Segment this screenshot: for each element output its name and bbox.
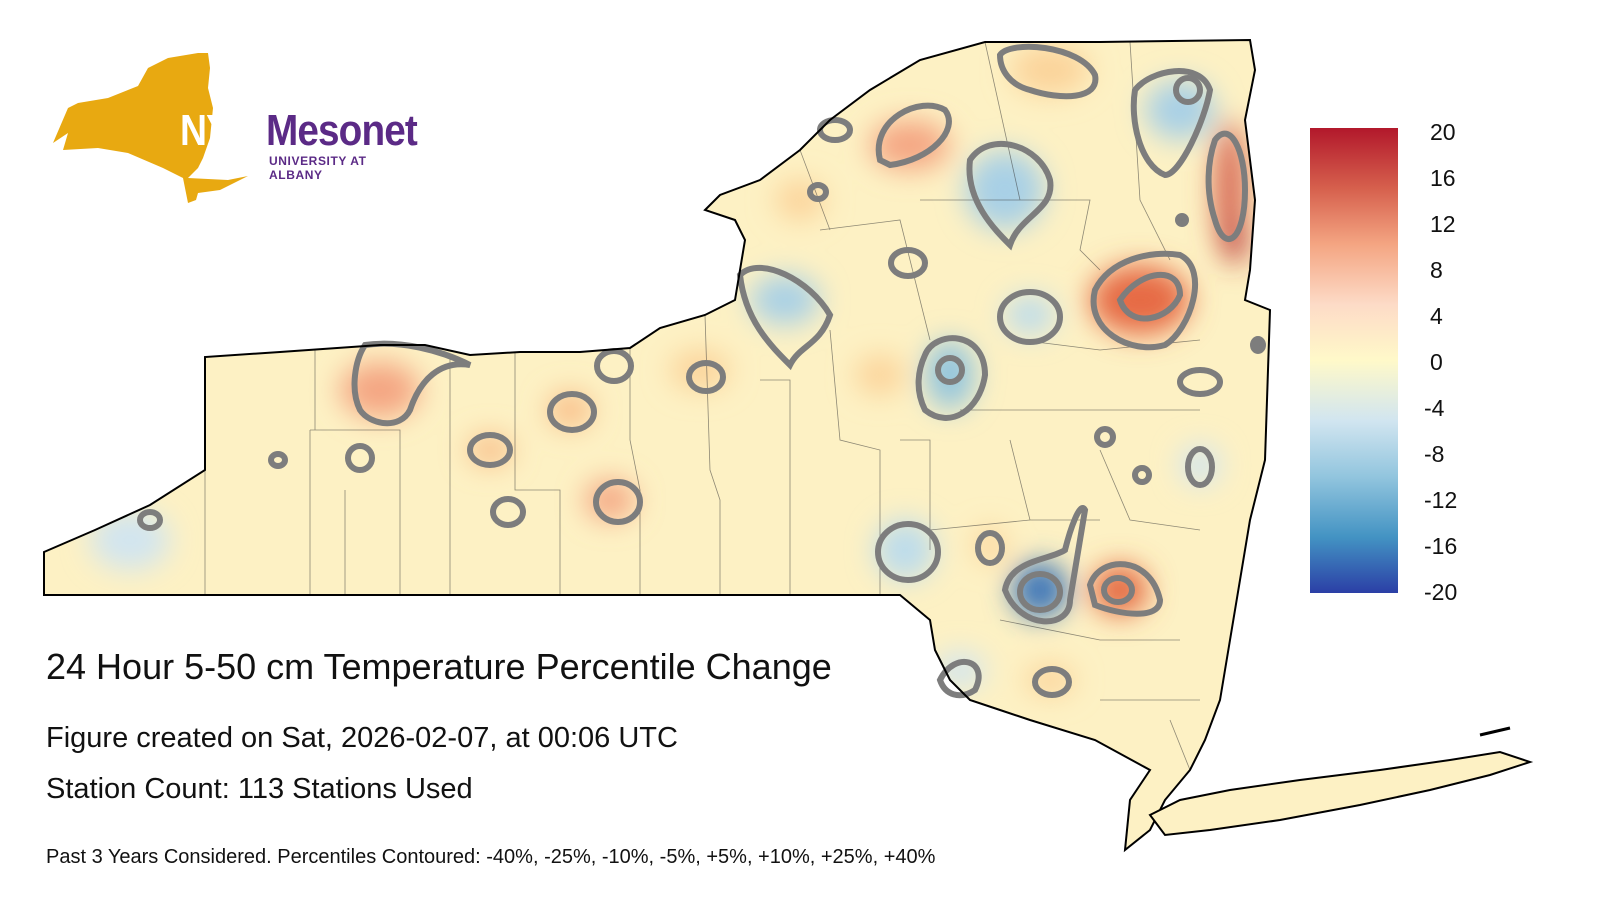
contour bbox=[875, 521, 941, 583]
contour bbox=[686, 360, 726, 394]
logo-subtitle: UNIVERSITY AT ALBANY bbox=[269, 154, 367, 182]
contour bbox=[1175, 213, 1189, 227]
contour bbox=[1094, 426, 1116, 448]
contour bbox=[966, 141, 1054, 251]
contour bbox=[1185, 446, 1215, 488]
colorbar-tick-label: -4 bbox=[1424, 395, 1445, 421]
contour bbox=[1101, 575, 1135, 605]
figure-created: Figure created on Sat, 2026-02-07, at 00… bbox=[46, 722, 678, 754]
colorbar-tick-label: 8 bbox=[1430, 257, 1443, 283]
contour bbox=[996, 43, 1099, 100]
contour bbox=[1250, 336, 1266, 354]
contour bbox=[975, 530, 1005, 566]
contour bbox=[807, 182, 829, 202]
state-outline bbox=[43, 38, 1272, 853]
contour bbox=[490, 496, 526, 528]
colorbar-tick-label: -12 bbox=[1424, 487, 1458, 513]
contour bbox=[997, 289, 1063, 345]
nys-mesonet-logo: NYS Mesonet UNIVERSITY AT ALBANY bbox=[48, 48, 418, 208]
colorbar-tick-label: 16 bbox=[1430, 165, 1456, 191]
long-island bbox=[1148, 750, 1534, 837]
contour bbox=[936, 659, 982, 699]
contour bbox=[1205, 130, 1249, 242]
contour bbox=[1130, 68, 1214, 179]
contour bbox=[268, 451, 288, 469]
ny-state-logo-shape bbox=[53, 53, 248, 203]
colorbar bbox=[1310, 128, 1398, 593]
contour bbox=[1177, 367, 1223, 397]
colorbar-tick-label: -20 bbox=[1424, 579, 1458, 605]
contour bbox=[351, 340, 472, 427]
figure-title: 24 Hour 5-50 cm Temperature Percentile C… bbox=[46, 646, 832, 687]
plum-island bbox=[1479, 726, 1511, 737]
colorbar-tick-label: 12 bbox=[1430, 211, 1456, 237]
contour bbox=[594, 348, 634, 384]
contour bbox=[467, 432, 513, 468]
contour bbox=[875, 102, 952, 169]
contour-lines bbox=[137, 43, 1266, 699]
contour bbox=[593, 479, 643, 525]
contour bbox=[547, 391, 597, 433]
logo-nys-text: NYS bbox=[180, 106, 255, 155]
colorbar-tick-label: 0 bbox=[1430, 349, 1443, 375]
figure-note: Past 3 Years Considered. Percentiles Con… bbox=[46, 846, 936, 868]
contour bbox=[345, 443, 375, 473]
contour bbox=[915, 335, 989, 421]
station-count: Station Count: 113 Stations Used bbox=[46, 773, 473, 805]
contour bbox=[137, 509, 163, 531]
contour bbox=[1001, 505, 1089, 625]
contour bbox=[888, 247, 928, 279]
contour bbox=[935, 355, 965, 385]
logo-mesonet-text: Mesonet bbox=[266, 106, 418, 155]
contour bbox=[1132, 465, 1152, 485]
colorbar-tick-label: 20 bbox=[1430, 119, 1456, 145]
contour bbox=[1173, 75, 1203, 105]
contour bbox=[1116, 271, 1184, 322]
contour bbox=[1017, 571, 1063, 613]
contour bbox=[1032, 666, 1072, 698]
contour bbox=[1086, 561, 1164, 617]
county-lines bbox=[204, 41, 1201, 771]
colorbar-tick-label: 4 bbox=[1430, 303, 1443, 329]
contour bbox=[1090, 250, 1198, 351]
colorbar-tick-label: -16 bbox=[1424, 533, 1458, 559]
contour bbox=[736, 264, 834, 371]
colorbar-tick-label: -8 bbox=[1424, 441, 1445, 467]
